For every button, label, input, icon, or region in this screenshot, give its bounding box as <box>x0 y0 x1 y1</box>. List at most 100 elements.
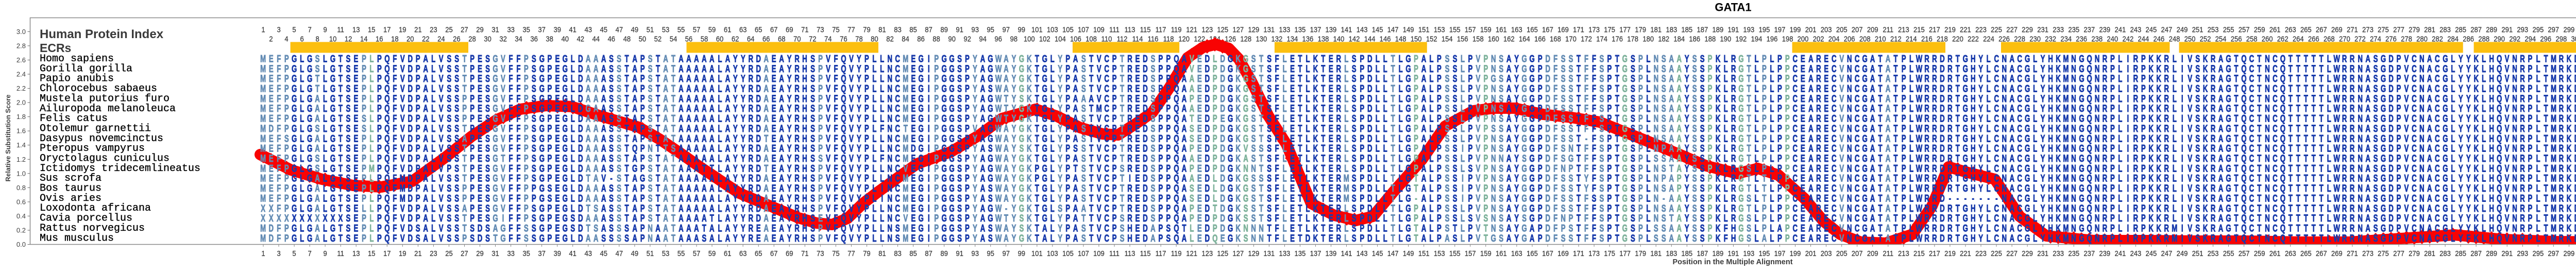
svg-text:179: 179 <box>1635 26 1646 34</box>
svg-text:105: 105 <box>1062 249 1074 258</box>
svg-text:27: 27 <box>461 249 468 258</box>
svg-text:175: 175 <box>1604 249 1615 258</box>
svg-text:21: 21 <box>414 249 422 258</box>
svg-text:234: 234 <box>2060 35 2072 43</box>
svg-text:187: 187 <box>1697 26 1708 34</box>
svg-text:290: 290 <box>2494 35 2505 43</box>
svg-text:142: 142 <box>1349 35 1360 43</box>
svg-text:243: 243 <box>2130 26 2142 34</box>
svg-text:295: 295 <box>2532 249 2544 258</box>
svg-text:168: 168 <box>1550 35 1561 43</box>
svg-text:251: 251 <box>2192 249 2204 258</box>
svg-text:108: 108 <box>1086 35 1097 43</box>
svg-text:251: 251 <box>2192 26 2204 34</box>
svg-text:35: 35 <box>522 26 530 34</box>
svg-text:186: 186 <box>1689 35 1700 43</box>
svg-text:83: 83 <box>894 249 902 258</box>
svg-text:49: 49 <box>631 249 639 258</box>
svg-text:152: 152 <box>1426 35 1437 43</box>
svg-text:86: 86 <box>917 35 925 43</box>
svg-text:99: 99 <box>1018 26 1026 34</box>
svg-text:145: 145 <box>1372 26 1383 34</box>
svg-text:275: 275 <box>2378 26 2389 34</box>
svg-text:69: 69 <box>786 249 793 258</box>
svg-text:249: 249 <box>2177 26 2188 34</box>
svg-text:41: 41 <box>569 249 577 258</box>
svg-text:2.2: 2.2 <box>16 84 26 92</box>
svg-text:295: 295 <box>2532 26 2544 34</box>
svg-text:136: 136 <box>1302 35 1314 43</box>
svg-text:297: 297 <box>2548 249 2559 258</box>
svg-text:14: 14 <box>360 35 368 43</box>
svg-text:244: 244 <box>2138 35 2149 43</box>
svg-text:106: 106 <box>1070 35 1081 43</box>
svg-text:18: 18 <box>391 35 399 43</box>
svg-text:252: 252 <box>2200 35 2211 43</box>
svg-text:68: 68 <box>778 35 786 43</box>
svg-text:286: 286 <box>2463 35 2474 43</box>
svg-text:91: 91 <box>956 249 963 258</box>
svg-text:144: 144 <box>1364 35 1376 43</box>
svg-text:235: 235 <box>2068 26 2079 34</box>
svg-text:40: 40 <box>561 35 569 43</box>
svg-text:165: 165 <box>1527 249 1538 258</box>
svg-text:39: 39 <box>553 249 561 258</box>
svg-text:13: 13 <box>352 249 360 258</box>
svg-text:2: 2 <box>269 35 273 43</box>
svg-text:133: 133 <box>1279 249 1290 258</box>
svg-text:294: 294 <box>2524 35 2536 43</box>
svg-text:153: 153 <box>1434 26 1445 34</box>
svg-text:217: 217 <box>1929 249 1940 258</box>
svg-text:167: 167 <box>1542 249 1553 258</box>
svg-text:44: 44 <box>592 35 600 43</box>
svg-text:174: 174 <box>1596 35 1607 43</box>
svg-text:9: 9 <box>324 26 328 34</box>
svg-text:173: 173 <box>1588 249 1600 258</box>
svg-text:31: 31 <box>492 26 499 34</box>
svg-text:111: 111 <box>1109 26 1120 34</box>
svg-text:94: 94 <box>979 35 987 43</box>
svg-text:167: 167 <box>1542 26 1553 34</box>
svg-text:267: 267 <box>2316 26 2327 34</box>
svg-text:117: 117 <box>1156 249 1166 258</box>
svg-text:10: 10 <box>329 35 337 43</box>
svg-text:107: 107 <box>1078 249 1089 258</box>
svg-text:271: 271 <box>2347 249 2358 258</box>
svg-text:150: 150 <box>1411 35 1422 43</box>
svg-text:216: 216 <box>1921 35 1933 43</box>
svg-text:72: 72 <box>809 35 817 43</box>
svg-text:95: 95 <box>987 26 994 34</box>
svg-text:Human Protein Index: Human Protein Index <box>40 27 164 41</box>
svg-text:271: 271 <box>2347 26 2358 34</box>
svg-text:149: 149 <box>1403 26 1414 34</box>
svg-text:260: 260 <box>2262 35 2273 43</box>
svg-text:184: 184 <box>1673 35 1685 43</box>
svg-text:75: 75 <box>832 249 840 258</box>
svg-text:111: 111 <box>1109 249 1120 258</box>
svg-text:151: 151 <box>1418 249 1430 258</box>
svg-text:Relative Substitution Score: Relative Substitution Score <box>4 94 12 181</box>
svg-text:127: 127 <box>1232 249 1244 258</box>
svg-text:101: 101 <box>1031 249 1043 258</box>
svg-text:266: 266 <box>2308 35 2319 43</box>
svg-text:183: 183 <box>1666 26 1677 34</box>
svg-text:209: 209 <box>1867 249 1878 258</box>
svg-text:171: 171 <box>1573 26 1584 34</box>
svg-text:71: 71 <box>801 26 809 34</box>
svg-text:132: 132 <box>1271 35 1282 43</box>
svg-text:163: 163 <box>1511 249 1522 258</box>
svg-text:0.0: 0.0 <box>16 241 26 248</box>
svg-text:154: 154 <box>1442 35 1453 43</box>
svg-text:117: 117 <box>1156 26 1166 34</box>
svg-text:164: 164 <box>1519 35 1530 43</box>
svg-text:107: 107 <box>1078 26 1089 34</box>
svg-text:163: 163 <box>1511 26 1522 34</box>
svg-text:159: 159 <box>1480 26 1492 34</box>
svg-text:283: 283 <box>2439 26 2451 34</box>
svg-text:116: 116 <box>1148 35 1159 43</box>
svg-text:151: 151 <box>1418 26 1430 34</box>
svg-text:153: 153 <box>1434 249 1445 258</box>
svg-text:138: 138 <box>1318 35 1329 43</box>
svg-text:178: 178 <box>1627 35 1638 43</box>
svg-text:4: 4 <box>284 35 289 43</box>
